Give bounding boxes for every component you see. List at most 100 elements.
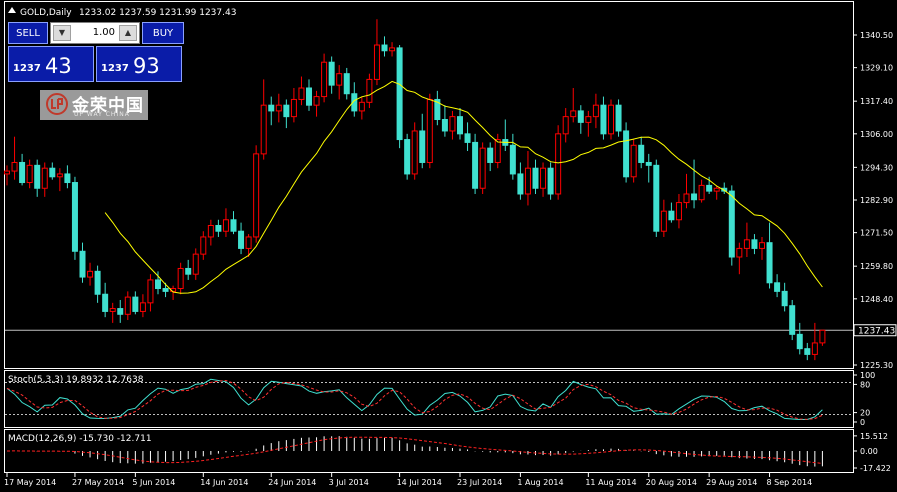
candle-body (660, 210, 667, 232)
candle-body (494, 139, 501, 163)
candle (774, 274, 781, 298)
candle-body (592, 104, 599, 118)
candle-body (215, 224, 222, 232)
price-tick-label: 1225.30 (860, 361, 893, 370)
price-tick-label: 1340.50 (860, 31, 893, 40)
price-tick-label: 1271.50 (860, 229, 893, 238)
candle (230, 211, 237, 235)
candle-body (668, 210, 675, 221)
candle-body (577, 110, 584, 123)
candle-body (4, 170, 10, 175)
candle (19, 153, 26, 186)
ask-price-button[interactable]: 1237 93 (96, 46, 182, 82)
candle (170, 285, 177, 300)
ask-price-prefix: 1237 (101, 63, 129, 74)
candle-body (19, 161, 26, 184)
candle-body (487, 147, 494, 163)
candle-body (260, 104, 267, 155)
price-tick-label: 1282.90 (860, 196, 893, 205)
candle-body (238, 230, 245, 249)
candle (675, 193, 682, 229)
price-tick-label: 1317.40 (860, 97, 893, 106)
candle-body (404, 139, 411, 175)
time-tick-label: 27 May 2014 (72, 478, 124, 487)
stoch-signal-line (6, 379, 823, 420)
candle-body (222, 219, 229, 232)
candle (245, 234, 252, 258)
candle (411, 122, 418, 180)
candle-body (328, 61, 335, 86)
candle-body (796, 333, 803, 350)
candle (721, 182, 728, 194)
candle-body (87, 270, 94, 278)
candle-body (819, 329, 826, 344)
candle (290, 87, 297, 123)
candle-body (283, 104, 290, 118)
lot-size-value[interactable]: 1.00 (92, 27, 115, 38)
candle-body (524, 167, 531, 195)
candle-body (743, 239, 750, 249)
broker-logo-subtext: UP WAY CHINA (74, 111, 130, 118)
lot-size-input[interactable]: ▼ 1.00 ▲ (50, 22, 140, 44)
candle-body (653, 164, 660, 232)
candle-body (781, 290, 788, 307)
candle-body (343, 73, 350, 95)
candle-body (434, 98, 441, 121)
sell-button[interactable]: SELL (8, 22, 48, 44)
candle (540, 162, 547, 197)
candle (630, 139, 637, 183)
candle-body (117, 308, 124, 315)
candle-body (615, 104, 622, 132)
candle-body (268, 104, 275, 112)
price-tick-label: 1306.00 (860, 130, 893, 139)
candle (660, 199, 667, 237)
candle-body (555, 133, 562, 195)
candle (804, 342, 811, 361)
candle (71, 176, 78, 260)
candle (713, 185, 720, 200)
candle-body (713, 187, 720, 192)
candle (366, 73, 373, 109)
candle-body (683, 193, 690, 204)
candle-body (313, 96, 320, 106)
candle (124, 291, 131, 321)
candle-body (185, 267, 192, 275)
candle-body (509, 144, 516, 175)
candle (766, 222, 773, 289)
lot-increase-icon[interactable]: ▲ (119, 25, 137, 41)
one-click-trade-panel: SELL ▼ 1.00 ▲ BUY 1237 43 1237 93 (8, 22, 184, 84)
candle (743, 222, 750, 258)
candle-body (706, 184, 713, 192)
buy-button[interactable]: BUY (142, 22, 184, 44)
candle-body (253, 153, 260, 238)
candle (283, 99, 290, 129)
candle (683, 173, 690, 209)
price-tick-label: 1294.30 (860, 163, 893, 172)
candle (487, 142, 494, 172)
candle (796, 322, 803, 355)
time-tick-label: 11 Aug 2014 (585, 478, 636, 487)
candle (268, 96, 275, 126)
candle (41, 162, 48, 197)
candle (238, 222, 245, 255)
collapse-triangle-icon[interactable] (8, 7, 16, 13)
candle (162, 282, 169, 298)
candle (215, 219, 222, 237)
candle (200, 231, 207, 260)
candle-body (645, 161, 652, 166)
price-tick-label: 1259.80 (860, 262, 893, 271)
candle-body (547, 167, 554, 195)
bid-price-button[interactable]: 1237 43 (8, 46, 94, 82)
candle (645, 153, 652, 183)
candle (457, 108, 463, 140)
candle-body (721, 187, 728, 192)
candle-body (675, 202, 682, 221)
candle (517, 162, 524, 200)
stoch-main-line (6, 378, 823, 420)
candle (668, 202, 675, 223)
lot-decrease-icon[interactable]: ▼ (53, 25, 71, 41)
candle (139, 294, 146, 318)
candle (811, 322, 818, 361)
candle (313, 90, 320, 117)
